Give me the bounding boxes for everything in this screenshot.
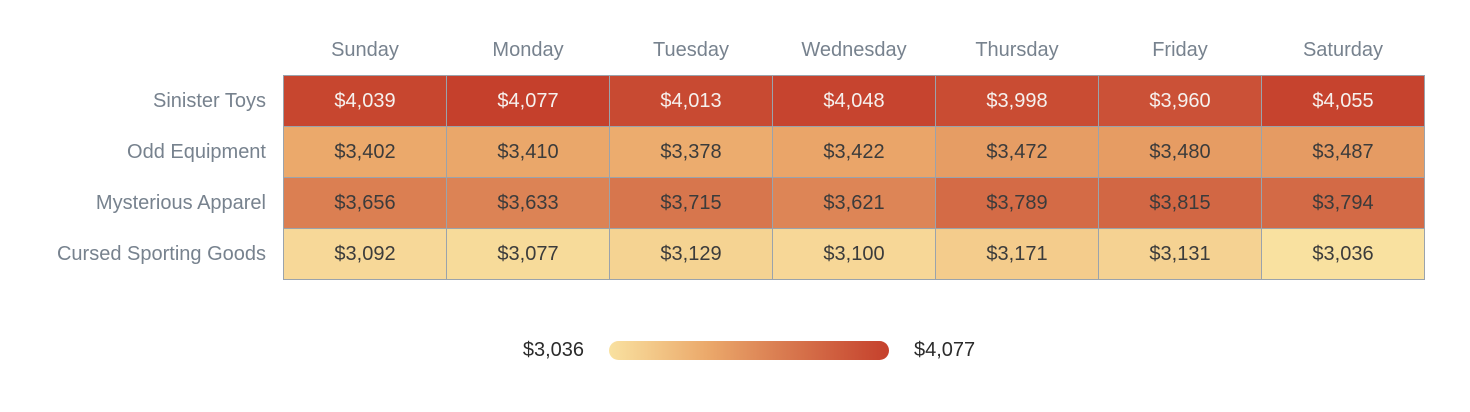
heatmap-grid: $4,039 $4,077 $4,013 $4,048 $3,998 $3,960 $4,0… bbox=[283, 75, 1425, 280]
heatmap-cell: $4,039 bbox=[284, 76, 446, 126]
row-label-odd-equipment: Odd Equipment bbox=[127, 140, 266, 163]
heatmap-cell: $3,171 bbox=[936, 229, 1098, 279]
heatmap-cell: $3,998 bbox=[936, 76, 1098, 126]
column-header-thursday: Thursday bbox=[975, 38, 1059, 61]
column-header-friday: Friday bbox=[1152, 38, 1208, 61]
heatmap-cell: $3,378 bbox=[610, 127, 772, 177]
heatmap-cell: $4,048 bbox=[773, 76, 935, 126]
heatmap-cell: $3,410 bbox=[447, 127, 609, 177]
heatmap-cell: $3,789 bbox=[936, 178, 1098, 228]
heatmap-cell: $3,715 bbox=[610, 178, 772, 228]
heatmap-cell: $4,077 bbox=[447, 76, 609, 126]
heatmap-cell: $3,472 bbox=[936, 127, 1098, 177]
heatmap-cell: $3,960 bbox=[1099, 76, 1261, 126]
row-label-mysterious-apparel: Mysterious Apparel bbox=[95, 191, 266, 214]
legend-max-label: $4,077 bbox=[914, 339, 976, 361]
heatmap-cell: $4,055 bbox=[1262, 76, 1424, 126]
row-label-cursed-sporting-goods: Cursed Sporting Goods bbox=[56, 242, 266, 265]
heatmap-cell: $3,815 bbox=[1099, 178, 1261, 228]
column-header-sunday: Sunday bbox=[331, 38, 399, 61]
heatmap-cell: $3,129 bbox=[610, 229, 772, 279]
color-scale-legend: $3,036 $4,077 bbox=[14, 339, 1470, 362]
heatmap-cell: $3,077 bbox=[447, 229, 609, 279]
row-label-sinister-toys: Sinister Toys bbox=[152, 89, 266, 112]
legend-min-label: $3,036 bbox=[522, 339, 584, 361]
heatmap-table: Sunday Monday Tuesday Wednesday Thursday Frid… bbox=[0, 37, 1470, 362]
heatmap-cell: $3,621 bbox=[773, 178, 935, 228]
column-header-wednesday: Wednesday bbox=[801, 38, 907, 61]
heatmap-cell: $3,480 bbox=[1099, 127, 1261, 177]
column-header-saturday: Saturday bbox=[1302, 38, 1384, 61]
heatmap-cell: $3,487 bbox=[1262, 127, 1424, 177]
heatmap-cell: $3,100 bbox=[773, 229, 935, 279]
column-header-monday: Monday bbox=[492, 38, 564, 61]
legend-gradient-bar bbox=[609, 341, 889, 360]
heatmap-cell: $3,092 bbox=[284, 229, 446, 279]
heatmap-body: Sinister Toys Odd Equipment Mysterious App… bbox=[0, 75, 1470, 280]
heatmap-cell: $3,422 bbox=[773, 127, 935, 177]
row-labels-column: Sinister Toys Odd Equipment Mysterious App… bbox=[0, 75, 283, 279]
heatmap-cell: $3,633 bbox=[447, 178, 609, 228]
heatmap-cell: $3,402 bbox=[284, 127, 446, 177]
heatmap-cell: $4,013 bbox=[610, 76, 772, 126]
heatmap-cell: $3,131 bbox=[1099, 229, 1261, 279]
column-headers-row: Sunday Monday Tuesday Wednesday Thursday Frid… bbox=[284, 37, 1470, 63]
heatmap-cell: $3,656 bbox=[284, 178, 446, 228]
heatmap-cell: $3,794 bbox=[1262, 178, 1424, 228]
column-header-tuesday: Tuesday bbox=[653, 38, 729, 61]
heatmap-cell: $3,036 bbox=[1262, 229, 1424, 279]
